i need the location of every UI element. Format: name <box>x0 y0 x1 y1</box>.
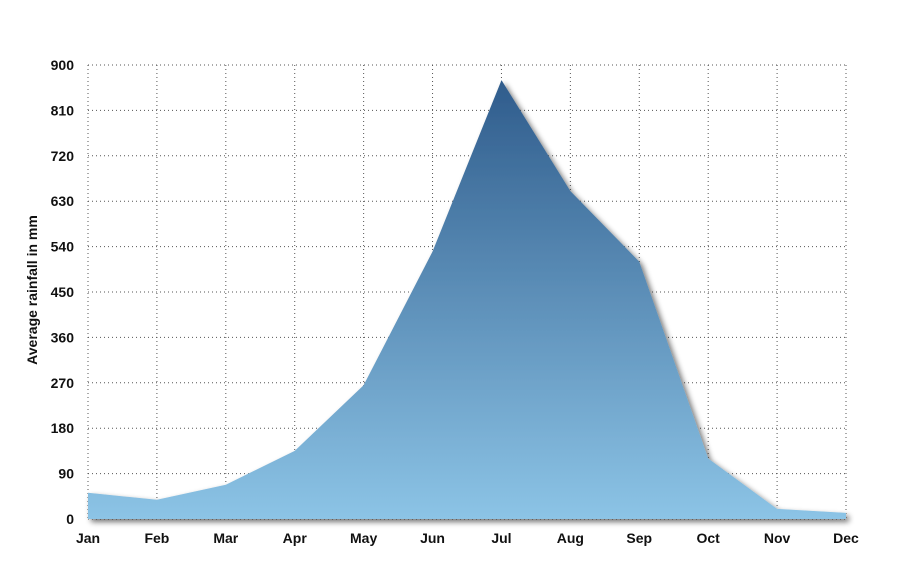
x-tick-label: Feb <box>144 530 169 546</box>
x-tick-label: Jun <box>420 530 445 546</box>
y-tick-label: 540 <box>51 239 75 255</box>
y-tick-label: 90 <box>58 466 74 482</box>
y-tick-label: 900 <box>51 57 75 73</box>
y-tick-label: 360 <box>51 329 75 345</box>
rainfall-area <box>88 80 846 519</box>
y-tick-label: 0 <box>66 511 74 527</box>
area-layer <box>88 80 846 519</box>
y-tick-label: 810 <box>51 102 75 118</box>
x-tick-label: Aug <box>557 530 584 546</box>
y-axis: 0 90 180 270 360 450 540 630 720 810 900 <box>51 57 75 527</box>
x-tick-label: Dec <box>833 530 859 546</box>
y-tick-label: 720 <box>51 148 75 164</box>
y-tick-label: 270 <box>51 375 75 391</box>
x-tick-label: Sep <box>626 530 652 546</box>
x-tick-label: Oct <box>697 530 721 546</box>
x-tick-label: May <box>350 530 377 546</box>
x-tick-label: Mar <box>213 530 238 546</box>
y-tick-label: 450 <box>51 284 75 300</box>
y-tick-label: 630 <box>51 193 75 209</box>
x-tick-label: Jul <box>491 530 511 546</box>
x-tick-label: Apr <box>283 530 308 546</box>
x-axis: Jan Feb Mar Apr May Jun Jul Aug Sep Oct Nov Dec <box>76 530 859 546</box>
y-axis-title: Average rainfall in mm <box>24 215 40 365</box>
x-tick-label: Nov <box>764 530 791 546</box>
y-tick-label: 180 <box>51 420 75 436</box>
x-tick-label: Jan <box>76 530 100 546</box>
